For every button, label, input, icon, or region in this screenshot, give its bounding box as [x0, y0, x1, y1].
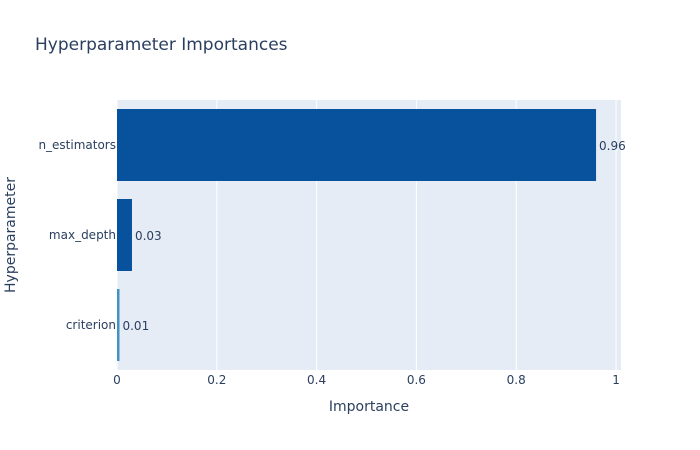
x-tick-label: 0: [113, 373, 121, 387]
y-tick-labels: n_estimators max_depth criterion: [38, 138, 116, 332]
x-tick-label: 0.6: [407, 373, 426, 387]
bars: [117, 109, 597, 361]
chart-title: Hyperparameter Importances: [35, 35, 288, 55]
x-tick-label: 1: [612, 373, 620, 387]
y-axis-label: Hyperparameter: [3, 177, 19, 293]
bar-criterion: [117, 289, 120, 361]
bar-max_depth: [117, 199, 132, 271]
bar-value-label: 0.01: [122, 319, 149, 333]
y-tick-label: criterion: [66, 318, 116, 332]
bar-n_estimators: [117, 109, 597, 181]
x-tick-label: 0.8: [507, 373, 526, 387]
x-tick-labels: 0 0.2 0.4 0.6 0.8 1: [113, 373, 620, 387]
bar-value-label: 0.03: [135, 229, 162, 243]
bar-value-label: 0.96: [599, 139, 626, 153]
x-tick-label: 0.2: [207, 373, 226, 387]
x-tick-label: 0.4: [307, 373, 326, 387]
x-axis-label: Importance: [329, 399, 409, 415]
bar-value-labels: 0.96 0.03 0.01: [122, 139, 625, 333]
y-tick-label: n_estimators: [38, 138, 116, 152]
y-tick-label: max_depth: [49, 228, 116, 242]
